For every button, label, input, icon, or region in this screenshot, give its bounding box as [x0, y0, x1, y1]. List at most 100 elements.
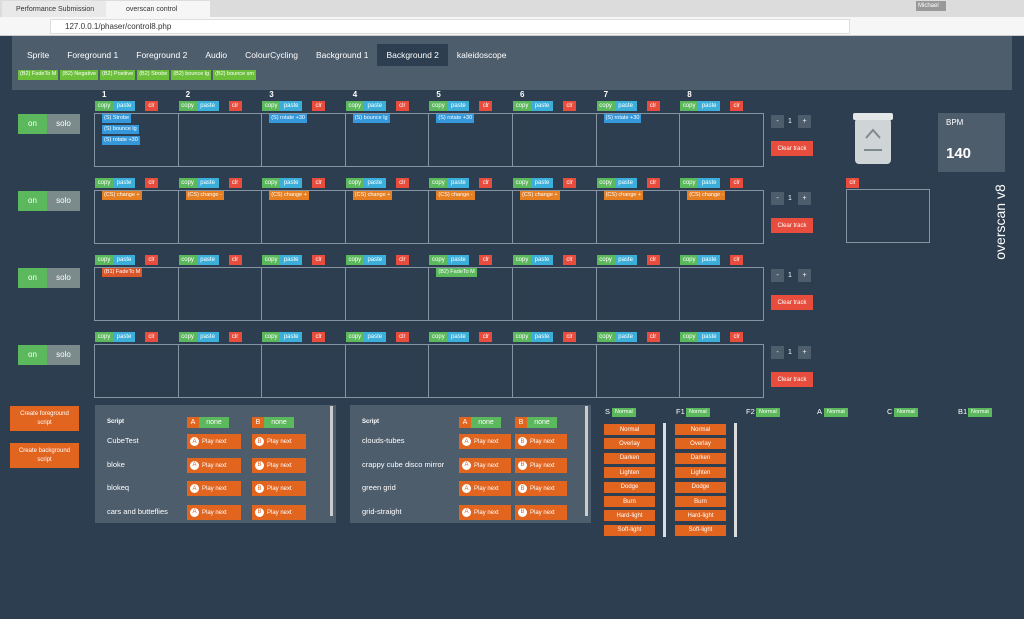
script-name[interactable]: CubeTest	[107, 436, 139, 445]
play-button[interactable]	[459, 434, 511, 449]
paste-button[interactable]: paste	[196, 255, 219, 265]
cell[interactable]	[261, 267, 346, 321]
a-value[interactable]: none	[199, 417, 229, 428]
copy-button[interactable]: copy	[429, 332, 448, 342]
play-button[interactable]	[252, 434, 306, 449]
clr-button[interactable]: clr	[228, 178, 242, 188]
a-value[interactable]: none	[471, 417, 501, 428]
clr-button[interactable]: clr	[145, 101, 158, 111]
tag[interactable]: (B2) FadeTo M	[18, 70, 59, 80]
clr-button[interactable]: clr	[228, 332, 242, 342]
paste-button[interactable]: paste	[698, 332, 721, 342]
cell-item[interactable]: (S) rotate +30	[269, 114, 307, 123]
cell[interactable]	[679, 267, 764, 321]
clr-button[interactable]: clr	[312, 101, 326, 111]
create-button[interactable]: Create foreground script	[10, 406, 79, 431]
plus-button[interactable]: +	[798, 346, 811, 359]
mode-option[interactable]: Lighten	[604, 467, 655, 479]
paste-button[interactable]: paste	[447, 332, 470, 342]
play-button[interactable]	[459, 504, 511, 520]
cell-item[interactable]: (CS) change -	[185, 191, 224, 200]
play-button[interactable]	[252, 481, 306, 497]
clr-button[interactable]: clr	[646, 255, 660, 265]
mode-badge[interactable]: Normal	[894, 408, 918, 417]
paste-button[interactable]: paste	[196, 101, 219, 111]
cell-item[interactable]: (CS) change +	[352, 191, 393, 200]
paste-button[interactable]: paste	[698, 255, 721, 265]
copy-button[interactable]: copy	[596, 178, 615, 188]
copy-button[interactable]: copy	[178, 178, 197, 188]
play-button[interactable]	[187, 457, 241, 473]
copy-button[interactable]: copy	[262, 178, 281, 188]
mode-option[interactable]: Normal	[604, 424, 655, 435]
tag[interactable]: (B2) Negative	[60, 70, 99, 80]
clr-button[interactable]: clr	[395, 332, 409, 342]
on-button[interactable]: on	[18, 114, 47, 134]
cell-item[interactable]: (CS) change +	[520, 191, 560, 200]
clr-button[interactable]: clr	[228, 255, 242, 265]
nav-item[interactable]: Foreground 1	[67, 50, 119, 60]
tag[interactable]: (B2) bounce sm	[213, 70, 256, 80]
cell[interactable]	[595, 267, 681, 321]
cell-item[interactable]: (S) Strobe	[102, 114, 132, 123]
copy-button[interactable]: copy	[345, 101, 364, 111]
mode-badge[interactable]: Normal	[686, 408, 710, 417]
clr-button[interactable]: clr	[479, 101, 493, 111]
tag[interactable]: (B2) Positive	[100, 70, 136, 80]
mode-option[interactable]: Overlay	[604, 438, 655, 450]
mode-option[interactable]: Normal	[675, 424, 726, 435]
cell-item[interactable]: (S) bounce lg	[352, 114, 390, 123]
url-box[interactable]: 127.0.0.1/phaser/control8.php	[50, 19, 850, 34]
cell[interactable]	[261, 344, 346, 398]
clr-button[interactable]: clr	[730, 332, 744, 342]
copy-button[interactable]: copy	[680, 255, 699, 265]
trash-clr-button[interactable]: clr	[846, 178, 859, 188]
mode-option[interactable]: Hard-light	[604, 510, 655, 522]
drop-box[interactable]	[846, 189, 930, 243]
script-name[interactable]: crappy cube disco mirror	[362, 459, 445, 469]
mode-option[interactable]: Darken	[604, 452, 655, 464]
paste-button[interactable]: paste	[698, 101, 721, 111]
script-name[interactable]: green grid	[362, 483, 396, 493]
copy-button[interactable]: copy	[429, 255, 448, 265]
copy-button[interactable]: copy	[262, 255, 281, 265]
paste-button[interactable]: paste	[531, 101, 553, 111]
paste-button[interactable]: paste	[363, 255, 386, 265]
copy-button[interactable]: copy	[178, 332, 197, 342]
clr-button[interactable]: clr	[646, 332, 660, 342]
copy-button[interactable]: copy	[95, 101, 113, 111]
paste-button[interactable]: paste	[614, 255, 637, 265]
copy-button[interactable]: copy	[95, 255, 113, 265]
play-button[interactable]	[252, 504, 306, 520]
paste-button[interactable]: paste	[196, 332, 219, 342]
cell[interactable]	[595, 344, 681, 398]
plus-button[interactable]: +	[798, 115, 811, 128]
copy-button[interactable]: copy	[680, 101, 699, 111]
script-name[interactable]: blokeq	[107, 483, 130, 493]
copy-button[interactable]: copy	[345, 178, 364, 188]
copy-button[interactable]: copy	[680, 332, 699, 342]
clr-button[interactable]: clr	[479, 178, 493, 188]
b-badge[interactable]: B	[515, 417, 527, 428]
nav-item[interactable]: Background 2	[377, 44, 448, 66]
cell-item[interactable]: (S) rotate +30	[603, 114, 642, 123]
clr-button[interactable]: clr	[145, 178, 158, 188]
clr-button[interactable]: clr	[395, 255, 409, 265]
mode-badge[interactable]: Normal	[756, 408, 780, 417]
minus-button[interactable]: -	[771, 346, 784, 359]
paste-button[interactable]: paste	[280, 101, 303, 111]
paste-button[interactable]: paste	[531, 178, 553, 188]
paste-button[interactable]: paste	[280, 255, 303, 265]
clr-button[interactable]: clr	[563, 101, 576, 111]
cell-item[interactable]: (CS) change -	[436, 191, 475, 200]
clear-track-button[interactable]: Clear track	[771, 372, 813, 387]
cell[interactable]	[177, 267, 263, 321]
paste-button[interactable]: paste	[113, 178, 135, 188]
nav-item[interactable]: ColourCycling	[245, 50, 298, 60]
play-button[interactable]	[187, 481, 241, 497]
paste-button[interactable]: paste	[363, 332, 386, 342]
copy-button[interactable]: copy	[429, 101, 448, 111]
paste-button[interactable]: paste	[447, 101, 470, 111]
clear-track-button[interactable]: Clear track	[771, 295, 813, 310]
paste-button[interactable]: paste	[113, 255, 135, 265]
